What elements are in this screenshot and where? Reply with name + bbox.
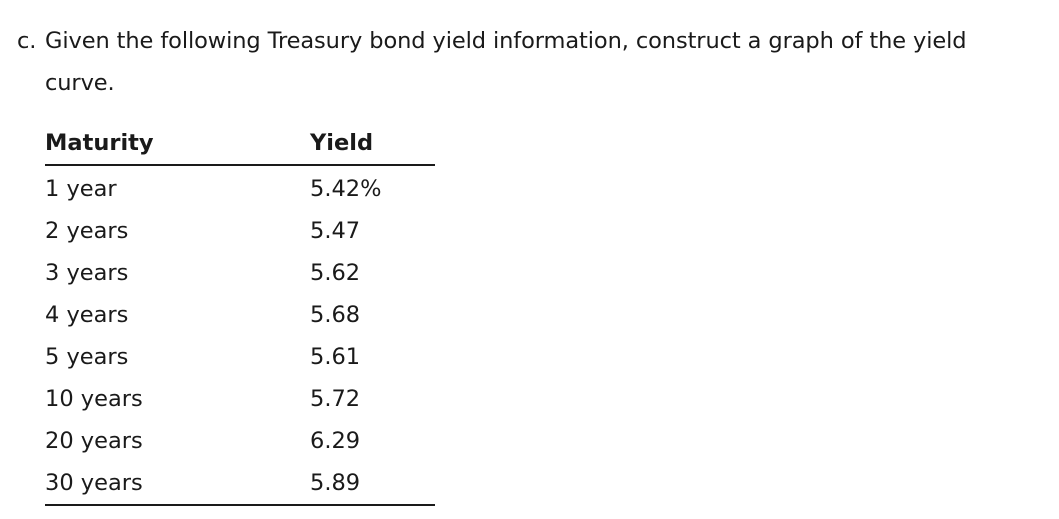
maturity-cell: 30 years bbox=[45, 462, 310, 506]
yield-cell: 5.89 bbox=[310, 462, 435, 506]
table-row: 30 years 5.89 bbox=[45, 462, 435, 506]
yield-cell: 5.72 bbox=[310, 386, 361, 412]
table-row: 10 years 5.72 bbox=[45, 378, 435, 420]
yield-cell: 5.47 bbox=[310, 218, 361, 244]
yield-cell: 5.42% bbox=[310, 176, 382, 202]
yield-header: Yield bbox=[310, 122, 435, 166]
yield-cell: 5.62 bbox=[310, 260, 361, 286]
yield-cell: 5.68 bbox=[310, 302, 361, 328]
maturity-cell: 10 years bbox=[45, 386, 143, 412]
table-header-row: Maturity Yield bbox=[45, 122, 435, 166]
maturity-cell: 2 years bbox=[45, 218, 129, 244]
treasury-yield-table: Maturity Yield 1 year 5.42% 2 years 5.47… bbox=[45, 122, 435, 506]
maturity-header: Maturity bbox=[45, 122, 310, 166]
yield-cell: 5.61 bbox=[310, 344, 361, 370]
table-row: 1 year 5.42% bbox=[45, 165, 435, 210]
maturity-cell: 20 years bbox=[45, 428, 143, 454]
maturity-cell: 4 years bbox=[45, 302, 129, 328]
maturity-cell: 5 years bbox=[45, 344, 129, 370]
question-text: c. Given the following Treasury bond yiel… bbox=[17, 20, 1057, 104]
maturity-cell: 1 year bbox=[45, 176, 117, 202]
question-line-1: Given the following Treasury bond yield … bbox=[45, 28, 967, 54]
question-label: c. bbox=[17, 28, 37, 54]
table-row: 5 years 5.61 bbox=[45, 336, 435, 378]
question-line-2: curve. bbox=[45, 70, 115, 96]
maturity-cell: 3 years bbox=[45, 260, 129, 286]
yield-cell: 6.29 bbox=[310, 428, 361, 454]
table-row: 4 years 5.68 bbox=[45, 294, 435, 336]
table-row: 3 years 5.62 bbox=[45, 252, 435, 294]
table-row: 20 years 6.29 bbox=[45, 420, 435, 462]
table-row: 2 years 5.47 bbox=[45, 210, 435, 252]
